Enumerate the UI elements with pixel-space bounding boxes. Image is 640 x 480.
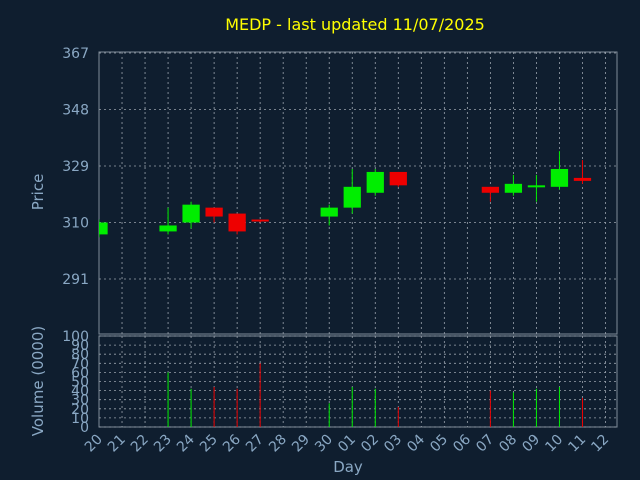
volume-tick-label: 60 <box>71 365 89 381</box>
candle-body <box>320 207 338 217</box>
price-axis-label: Price <box>29 174 47 211</box>
candle-body <box>481 186 500 193</box>
volume-axis-label: Volume (0000) <box>29 326 47 436</box>
price-tick-label: 310 <box>62 216 89 232</box>
candle-03 <box>389 171 407 187</box>
chart-title: MEDP - last updated 11/07/2025 <box>225 15 485 34</box>
volume-tick-label: 40 <box>71 384 89 400</box>
candle-body <box>389 171 407 186</box>
volume-tick-label: 100 <box>62 329 89 345</box>
candles <box>99 151 592 238</box>
price-panel: 367 348 329 310 291 <box>62 46 618 335</box>
candle-07 <box>481 186 500 202</box>
candle-body <box>366 171 384 193</box>
candle-27 <box>251 219 269 223</box>
price-tick-label: 329 <box>62 159 89 175</box>
volume-tick-label: 90 <box>71 338 89 354</box>
candle-24 <box>182 201 200 229</box>
candle-11 <box>573 160 592 184</box>
candle-body <box>504 183 523 193</box>
candle-body <box>205 207 223 217</box>
price-tick-label: 291 <box>62 272 89 288</box>
volume-tick-label: 10 <box>71 411 89 427</box>
price-tick-label: 348 <box>62 103 89 119</box>
candle-body <box>527 185 546 188</box>
candle-09 <box>527 174 546 202</box>
volume-tick-label: 30 <box>71 393 89 409</box>
candle-08 <box>504 174 523 196</box>
candle-body <box>159 225 177 232</box>
candle-02 <box>366 168 384 196</box>
volume-tick-label: 50 <box>71 375 89 391</box>
candle-body <box>99 222 108 235</box>
volume-tick-label: 20 <box>71 402 89 418</box>
candle-01 <box>343 168 361 214</box>
candle-26 <box>228 213 246 235</box>
x-axis-label: Day <box>333 458 363 476</box>
candle-25 <box>205 207 223 223</box>
candle-body <box>573 177 592 181</box>
price-tick-label: 367 <box>62 46 89 62</box>
candle-20 <box>99 219 108 238</box>
candle-body <box>228 213 246 232</box>
candle-30 <box>320 204 338 226</box>
candle-body <box>343 186 361 208</box>
candle-10 <box>550 151 569 190</box>
volume-tick-label: 0 <box>80 420 89 436</box>
candle-body <box>251 219 269 222</box>
x-axis: 20 21 22 23 24 25 26 27 28 29 30 01 02 03 04 05 06 07 08 09… <box>82 431 612 455</box>
price-frame <box>98 51 618 335</box>
candle-body <box>182 204 200 223</box>
volume-tick-label: 70 <box>71 356 89 372</box>
candle-body <box>550 168 569 187</box>
volume-tick-label: 80 <box>71 347 89 363</box>
candle-23 <box>159 207 177 235</box>
